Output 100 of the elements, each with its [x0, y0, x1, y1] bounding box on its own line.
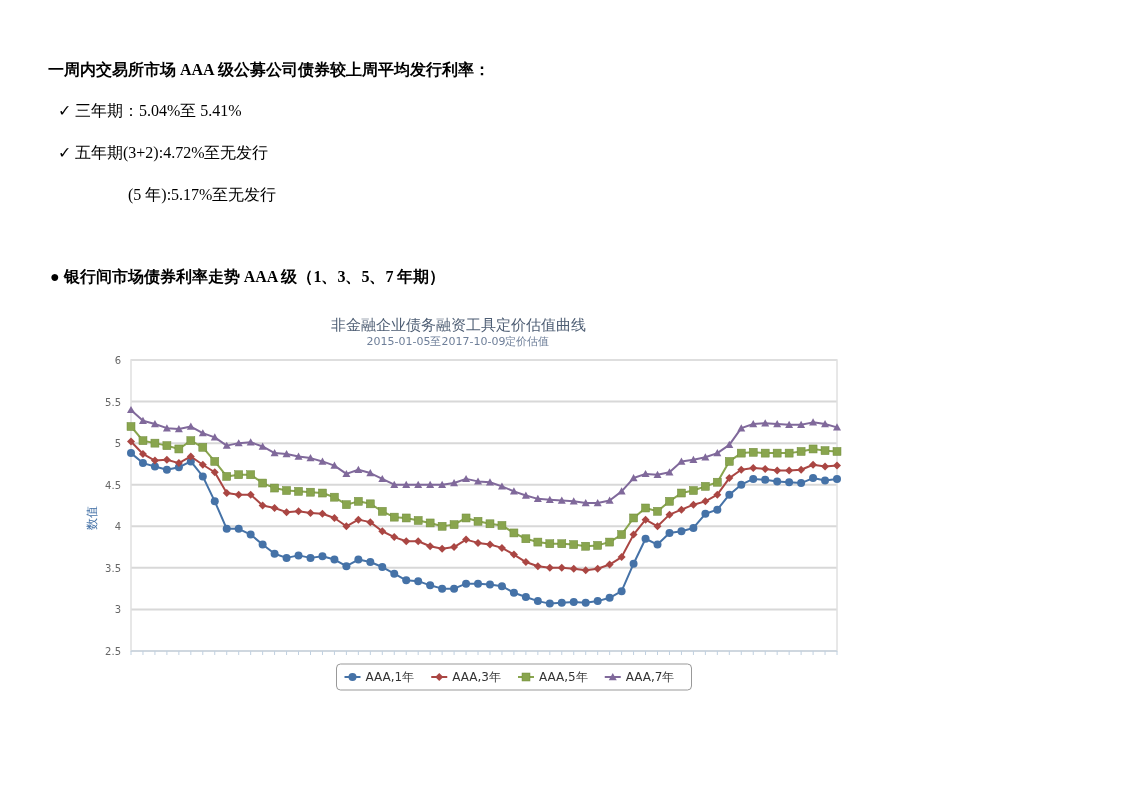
chart-title: 非金融企业债务融资工具定价估值曲线 [330, 316, 586, 334]
point [473, 517, 483, 526]
point [545, 495, 554, 503]
point [713, 477, 722, 487]
point [797, 479, 806, 488]
point [366, 499, 375, 509]
point [127, 449, 135, 458]
point [162, 424, 171, 432]
point [761, 419, 770, 427]
point [665, 528, 674, 537]
point [174, 459, 183, 468]
point [593, 564, 602, 573]
point [605, 593, 614, 602]
point [533, 562, 542, 571]
point [186, 452, 195, 461]
point [809, 474, 818, 483]
point [222, 441, 231, 449]
point [270, 549, 279, 558]
point [593, 499, 602, 507]
point [653, 540, 662, 549]
point [450, 479, 459, 487]
point [450, 543, 459, 552]
point [474, 538, 483, 547]
point [150, 438, 160, 448]
text: 一周内交易所市场 AAA 级公募公司债券较上周平均发行利率： [48, 60, 490, 78]
point [820, 446, 830, 455]
point [450, 584, 459, 593]
point [701, 482, 710, 491]
point [234, 524, 243, 533]
point [725, 490, 734, 499]
point [689, 523, 698, 532]
point [414, 577, 423, 586]
point [821, 476, 830, 485]
point [461, 513, 471, 523]
point [773, 420, 782, 428]
point [749, 464, 758, 473]
y-tick-label: 2.5 [105, 646, 121, 657]
point [354, 555, 363, 564]
point [569, 564, 578, 573]
point [246, 490, 255, 499]
point [665, 497, 674, 506]
point [246, 438, 255, 446]
point [629, 474, 638, 482]
point [821, 420, 830, 428]
point [162, 441, 172, 450]
point [509, 528, 519, 538]
point [773, 477, 782, 486]
point [150, 420, 159, 428]
point [462, 474, 471, 483]
point [760, 448, 770, 458]
y-tick-label: 5.5 [105, 396, 121, 408]
point [605, 496, 614, 504]
point [390, 480, 399, 488]
point [474, 477, 483, 485]
point [665, 510, 674, 519]
point [485, 519, 495, 529]
point [258, 540, 267, 549]
point [378, 474, 387, 483]
point [449, 520, 459, 529]
point [438, 480, 447, 488]
point [581, 598, 590, 607]
point [485, 580, 494, 589]
point [234, 470, 243, 479]
point [246, 470, 255, 479]
point [617, 530, 626, 539]
chart-subtitle: 2015-01-05至2017-10-09定价估值 [366, 335, 550, 348]
point [617, 587, 626, 596]
point [797, 420, 806, 429]
point [258, 478, 267, 488]
point [497, 543, 506, 552]
point [342, 522, 351, 531]
point [401, 513, 411, 523]
point [162, 455, 171, 464]
point [354, 465, 363, 473]
text: ✓ 三年期：5.04%至 5.41% [58, 102, 242, 119]
legend-label: AAA,1年 [365, 670, 415, 684]
point [713, 505, 722, 514]
point [378, 527, 387, 536]
point [402, 480, 411, 488]
point [785, 466, 794, 475]
point [210, 497, 219, 506]
point [581, 541, 590, 551]
point [617, 553, 626, 562]
point [414, 537, 423, 546]
point [198, 460, 207, 469]
point [354, 515, 363, 524]
point [462, 579, 471, 588]
point [593, 597, 602, 606]
point [306, 553, 315, 562]
point [569, 597, 578, 606]
point [593, 541, 602, 550]
point [318, 457, 327, 465]
point [282, 486, 291, 495]
point [521, 592, 530, 601]
point [222, 472, 231, 481]
point [677, 527, 686, 536]
point [366, 518, 375, 527]
point [521, 534, 531, 544]
point [186, 422, 195, 430]
point [378, 563, 387, 572]
